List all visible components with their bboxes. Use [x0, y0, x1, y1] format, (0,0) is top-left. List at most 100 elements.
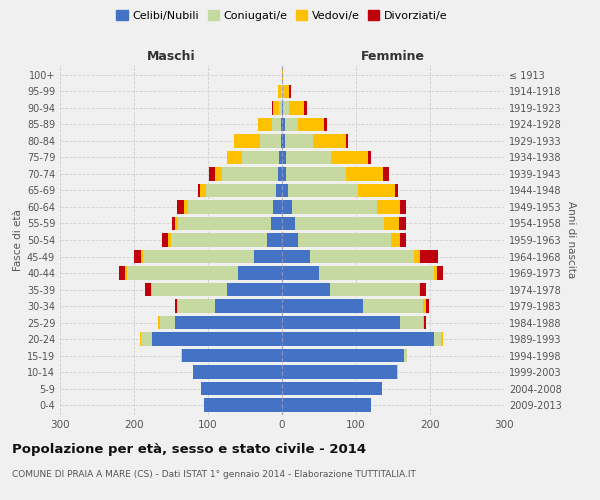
Bar: [282, 349, 404, 362]
Bar: [282, 150, 368, 164]
Bar: [215, 300, 282, 313]
Bar: [200, 382, 282, 396]
Bar: [259, 118, 282, 131]
Bar: [282, 266, 437, 280]
Bar: [175, 316, 282, 330]
Bar: [282, 101, 289, 114]
Bar: [282, 200, 400, 214]
Bar: [282, 283, 330, 296]
Bar: [282, 101, 307, 114]
Bar: [145, 283, 282, 296]
Bar: [234, 134, 282, 147]
Bar: [282, 167, 389, 180]
Bar: [200, 382, 282, 396]
Bar: [282, 101, 304, 114]
Bar: [206, 184, 282, 197]
Bar: [282, 366, 397, 379]
Bar: [222, 167, 282, 180]
Bar: [282, 382, 382, 396]
Bar: [282, 316, 422, 330]
Bar: [281, 134, 282, 147]
Bar: [152, 332, 282, 346]
Bar: [282, 250, 414, 264]
Bar: [282, 200, 292, 214]
Bar: [282, 349, 407, 362]
Bar: [134, 250, 282, 264]
Bar: [282, 216, 295, 230]
Bar: [127, 266, 282, 280]
Bar: [140, 332, 282, 346]
Bar: [119, 266, 282, 280]
Bar: [282, 101, 283, 114]
Bar: [193, 366, 282, 379]
Bar: [193, 366, 282, 379]
Bar: [178, 216, 282, 230]
Bar: [282, 382, 382, 396]
Bar: [267, 233, 282, 247]
Text: Femmine: Femmine: [361, 50, 425, 62]
Bar: [178, 300, 282, 313]
Text: Popolazione per età, sesso e stato civile - 2014: Popolazione per età, sesso e stato civil…: [12, 442, 366, 456]
Bar: [278, 167, 282, 180]
Bar: [282, 150, 371, 164]
Bar: [151, 283, 282, 296]
Bar: [282, 398, 371, 412]
Bar: [282, 300, 364, 313]
Bar: [282, 283, 419, 296]
Bar: [282, 118, 285, 131]
Bar: [282, 332, 434, 346]
Bar: [227, 283, 282, 296]
Bar: [204, 398, 282, 412]
Bar: [215, 167, 282, 180]
Bar: [152, 283, 282, 296]
Bar: [282, 167, 383, 180]
Bar: [279, 150, 282, 164]
Bar: [200, 382, 282, 396]
Bar: [259, 118, 282, 131]
Text: COMUNE DI PRAIA A MARE (CS) - Dati ISTAT 1° gennaio 2014 - Elaborazione TUTTITAL: COMUNE DI PRAIA A MARE (CS) - Dati ISTAT…: [12, 470, 416, 479]
Bar: [282, 184, 358, 197]
Bar: [242, 150, 282, 164]
Bar: [168, 233, 282, 247]
Bar: [282, 250, 438, 264]
Bar: [282, 167, 346, 180]
Bar: [171, 233, 282, 247]
Bar: [278, 84, 282, 98]
Bar: [282, 366, 398, 379]
Bar: [282, 300, 425, 313]
Bar: [175, 300, 282, 313]
Bar: [281, 84, 282, 98]
Bar: [282, 366, 398, 379]
Bar: [282, 233, 391, 247]
Bar: [125, 266, 282, 280]
Bar: [282, 349, 407, 362]
Bar: [158, 316, 282, 330]
Bar: [282, 266, 434, 280]
Y-axis label: Anni di nascita: Anni di nascita: [566, 202, 576, 278]
Bar: [282, 300, 422, 313]
Bar: [282, 233, 406, 247]
Bar: [200, 184, 282, 197]
Bar: [158, 316, 282, 330]
Bar: [282, 398, 371, 412]
Bar: [182, 349, 282, 362]
Bar: [282, 118, 298, 131]
Bar: [278, 84, 282, 98]
Bar: [282, 118, 324, 131]
Bar: [177, 200, 282, 214]
Bar: [238, 266, 282, 280]
Bar: [282, 332, 441, 346]
Bar: [282, 316, 425, 330]
Bar: [271, 216, 282, 230]
Legend: Celibi/Nubili, Coniugati/e, Vedovi/e, Divorziati/e: Celibi/Nubili, Coniugati/e, Vedovi/e, Di…: [114, 8, 450, 23]
Bar: [282, 134, 346, 147]
Bar: [282, 316, 424, 330]
Bar: [204, 398, 282, 412]
Bar: [282, 366, 398, 379]
Bar: [204, 398, 282, 412]
Bar: [282, 150, 286, 164]
Bar: [282, 184, 398, 197]
Bar: [160, 316, 282, 330]
Bar: [282, 250, 419, 264]
Bar: [282, 300, 429, 313]
